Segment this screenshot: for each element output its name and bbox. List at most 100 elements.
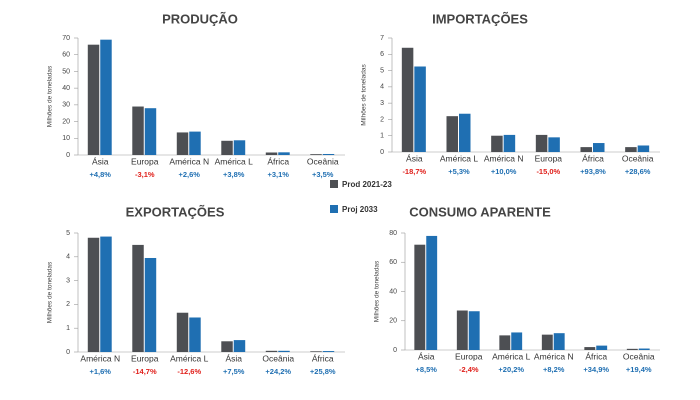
- y-tick-label: 70: [62, 35, 70, 42]
- x-tick-label: Europa: [455, 351, 483, 361]
- x-tick-label: América N: [534, 351, 574, 361]
- y-tick-label: 3: [380, 100, 384, 107]
- bar: [584, 347, 596, 350]
- y-tick-label: 2: [380, 116, 384, 123]
- legend-swatch: [330, 205, 338, 213]
- bar: [548, 137, 560, 152]
- change-label: +3,5%: [312, 170, 334, 179]
- bar: [100, 39, 112, 155]
- y-tick-label: 10: [62, 135, 70, 142]
- y-tick-label: 5: [66, 230, 70, 237]
- bar: [100, 236, 112, 352]
- bar: [132, 244, 144, 352]
- chart-title: PRODUÇÃO: [162, 11, 238, 26]
- x-tick-label: Oceânia: [623, 351, 655, 361]
- bar: [553, 333, 565, 350]
- change-label: +8,2%: [543, 365, 565, 374]
- bar: [144, 108, 157, 155]
- bar: [221, 140, 233, 155]
- x-tick-label: Oceânia: [307, 156, 339, 166]
- change-label: +1,6%: [90, 367, 112, 376]
- x-tick-label: Ásia: [418, 351, 435, 361]
- y-tick-label: 1: [66, 325, 70, 332]
- bar: [87, 44, 100, 155]
- change-label: +25,8%: [310, 367, 336, 376]
- bar: [310, 351, 322, 352]
- bar: [596, 345, 608, 350]
- bar: [459, 113, 471, 152]
- change-label: +8,5%: [416, 365, 438, 374]
- y-tick-label: 2: [66, 301, 70, 308]
- x-tick-label: Europa: [535, 153, 563, 163]
- change-label: +34,9%: [583, 365, 609, 374]
- change-label: +19,4%: [626, 365, 652, 374]
- change-label: +3,8%: [223, 170, 245, 179]
- x-tick-label: Ásia: [406, 153, 423, 163]
- bar: [322, 351, 335, 352]
- bar: [426, 235, 438, 350]
- x-tick-label: América L: [492, 351, 531, 361]
- y-axis-label: Milhões de toneladas: [361, 64, 368, 126]
- bar: [499, 335, 511, 350]
- x-tick-label: América L: [440, 153, 479, 163]
- y-tick-label: 60: [389, 259, 397, 266]
- x-tick-label: América L: [215, 156, 254, 166]
- y-axis-label: Milhões de toneladas: [47, 65, 54, 127]
- bar: [233, 340, 246, 352]
- x-tick-label: África: [312, 353, 334, 363]
- x-tick-label: Europa: [131, 353, 159, 363]
- bar: [503, 134, 516, 152]
- y-tick-label: 7: [380, 35, 384, 42]
- y-tick-label: 1: [380, 133, 384, 140]
- change-label: +24,2%: [265, 367, 291, 376]
- x-tick-label: América N: [169, 156, 209, 166]
- legend-label: Proj 2033: [342, 205, 378, 214]
- bar: [637, 145, 650, 152]
- y-tick-label: 80: [389, 230, 397, 237]
- y-tick-label: 0: [393, 347, 397, 354]
- y-tick-label: 40: [389, 288, 397, 295]
- bar: [322, 153, 335, 155]
- chart-title: EXPORTAÇÕES: [126, 204, 225, 219]
- change-label: +20,2%: [498, 365, 524, 374]
- bar: [221, 341, 233, 352]
- bar: [541, 334, 553, 350]
- change-label: +10,0%: [491, 167, 517, 176]
- y-tick-label: 0: [66, 152, 70, 159]
- bar: [638, 348, 650, 350]
- y-axis-label: Milhões de toneladas: [47, 261, 54, 323]
- change-label: -3,1%: [135, 170, 155, 179]
- y-tick-label: 0: [66, 349, 70, 356]
- bar: [265, 152, 278, 155]
- x-tick-label: Ásia: [225, 353, 242, 363]
- bar: [625, 147, 637, 152]
- y-tick-label: 6: [380, 51, 384, 58]
- bar: [446, 116, 458, 152]
- y-tick-label: 20: [389, 318, 397, 325]
- y-tick-label: 60: [62, 52, 70, 59]
- bar: [580, 147, 592, 152]
- bar: [511, 332, 523, 350]
- y-tick-label: 5: [380, 67, 384, 74]
- change-label: -18,7%: [402, 167, 426, 176]
- change-label: +28,6%: [625, 167, 651, 176]
- change-label: -12,6%: [177, 367, 201, 376]
- y-tick-label: 3: [66, 277, 70, 284]
- x-tick-label: Oceânia: [622, 153, 654, 163]
- x-tick-label: América N: [484, 153, 524, 163]
- y-tick-label: 40: [62, 85, 70, 92]
- bar: [414, 244, 426, 350]
- bar: [278, 152, 290, 155]
- x-tick-label: Europa: [131, 156, 159, 166]
- y-tick-label: 20: [62, 118, 70, 125]
- change-label: -14,7%: [133, 367, 157, 376]
- change-label: -15,0%: [536, 167, 560, 176]
- bar: [189, 131, 201, 155]
- change-label: +3,1%: [268, 170, 290, 179]
- y-tick-label: 50: [62, 68, 70, 75]
- bar: [468, 311, 480, 350]
- bar: [456, 310, 468, 350]
- x-tick-label: Oceânia: [262, 353, 294, 363]
- change-label: +5,3%: [448, 167, 470, 176]
